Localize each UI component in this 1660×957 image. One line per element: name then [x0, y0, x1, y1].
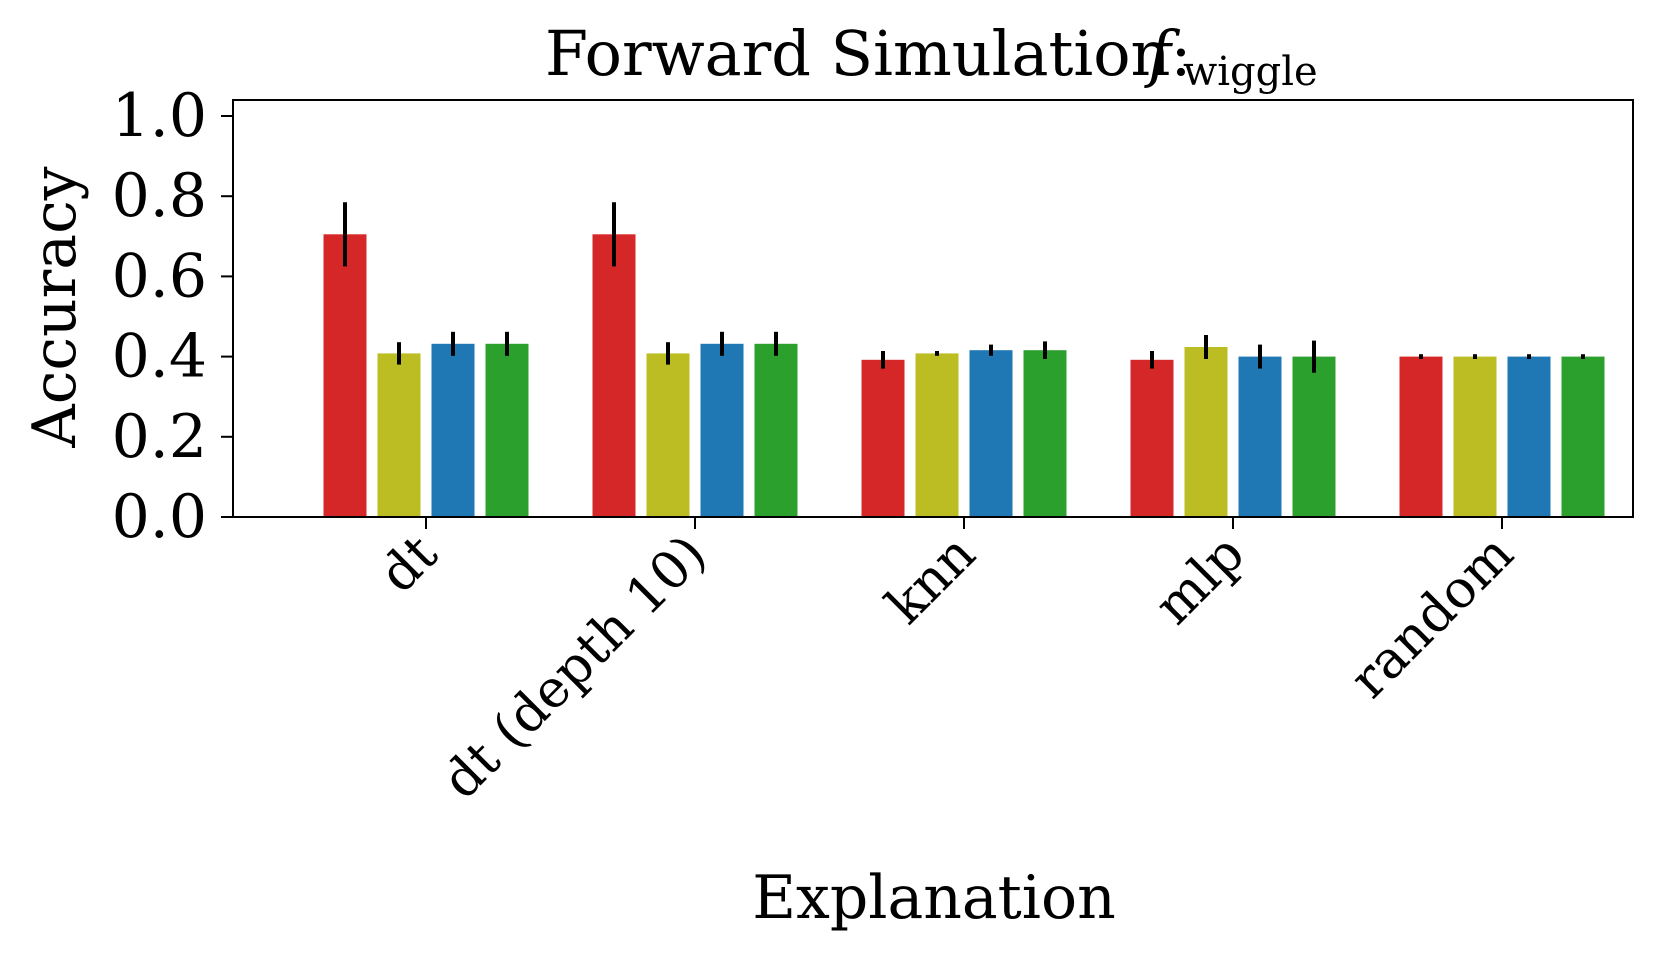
bar-series-3-knn: [969, 350, 1013, 517]
chart-title-math-subscript: wiggle: [1183, 49, 1318, 95]
bar-series-3-random: [1507, 356, 1551, 517]
x-tick-label: random: [1339, 524, 1525, 710]
bar-series-2-dt: [377, 353, 421, 517]
x-axis-label: Explanation: [752, 863, 1116, 933]
bar-series-2-knn: [915, 353, 959, 517]
bar-series-1-random: [1399, 356, 1443, 517]
bar-series-2-dt-depth-10-: [646, 353, 690, 517]
bars: [323, 234, 1605, 518]
axes-frame: [232, 99, 1634, 518]
bar-series-4-random: [1561, 356, 1605, 517]
y-tick-label: 0.2: [112, 402, 207, 472]
y-axis-ticks: 0.0 0.2 0.4 0.6 0.8 1.0: [112, 81, 233, 552]
bar-series-1-dt: [323, 234, 367, 518]
x-tick-label: knn: [875, 524, 987, 636]
bar-series-4-dt: [485, 343, 529, 517]
error-bars: [343, 202, 1585, 373]
x-tick-label: dt: [368, 524, 449, 605]
chart-title-text: Forward Simulation:: [545, 17, 1191, 90]
chart-title: Forward Simulation: f wiggle: [545, 17, 1318, 95]
y-tick-label: 0.4: [112, 322, 207, 392]
y-axis-label: Accuracy: [20, 166, 90, 448]
bar-series-3-mlp: [1238, 356, 1282, 517]
bar-series-1-dt-depth-10-: [592, 234, 636, 518]
y-tick-label: 1.0: [112, 81, 207, 151]
x-tick-label: mlp: [1144, 524, 1257, 637]
bar-series-2-random: [1453, 356, 1497, 517]
bar-series-3-dt: [431, 343, 475, 517]
bar-series-4-mlp: [1292, 356, 1336, 517]
bar-series-3-dt-depth-10-: [700, 343, 744, 517]
bar-series-4-knn: [1023, 350, 1067, 517]
bar-series-2-mlp: [1184, 347, 1228, 517]
bar-series-1-mlp: [1130, 359, 1174, 517]
y-tick-label: 0.8: [112, 161, 207, 231]
bar-series-4-dt-depth-10-: [754, 343, 798, 517]
y-tick-label: 0.6: [112, 241, 207, 311]
y-tick-label: 0.0: [112, 482, 207, 552]
bar-series-1-knn: [861, 359, 905, 517]
x-tick-label: dt (depth 10): [431, 524, 718, 811]
